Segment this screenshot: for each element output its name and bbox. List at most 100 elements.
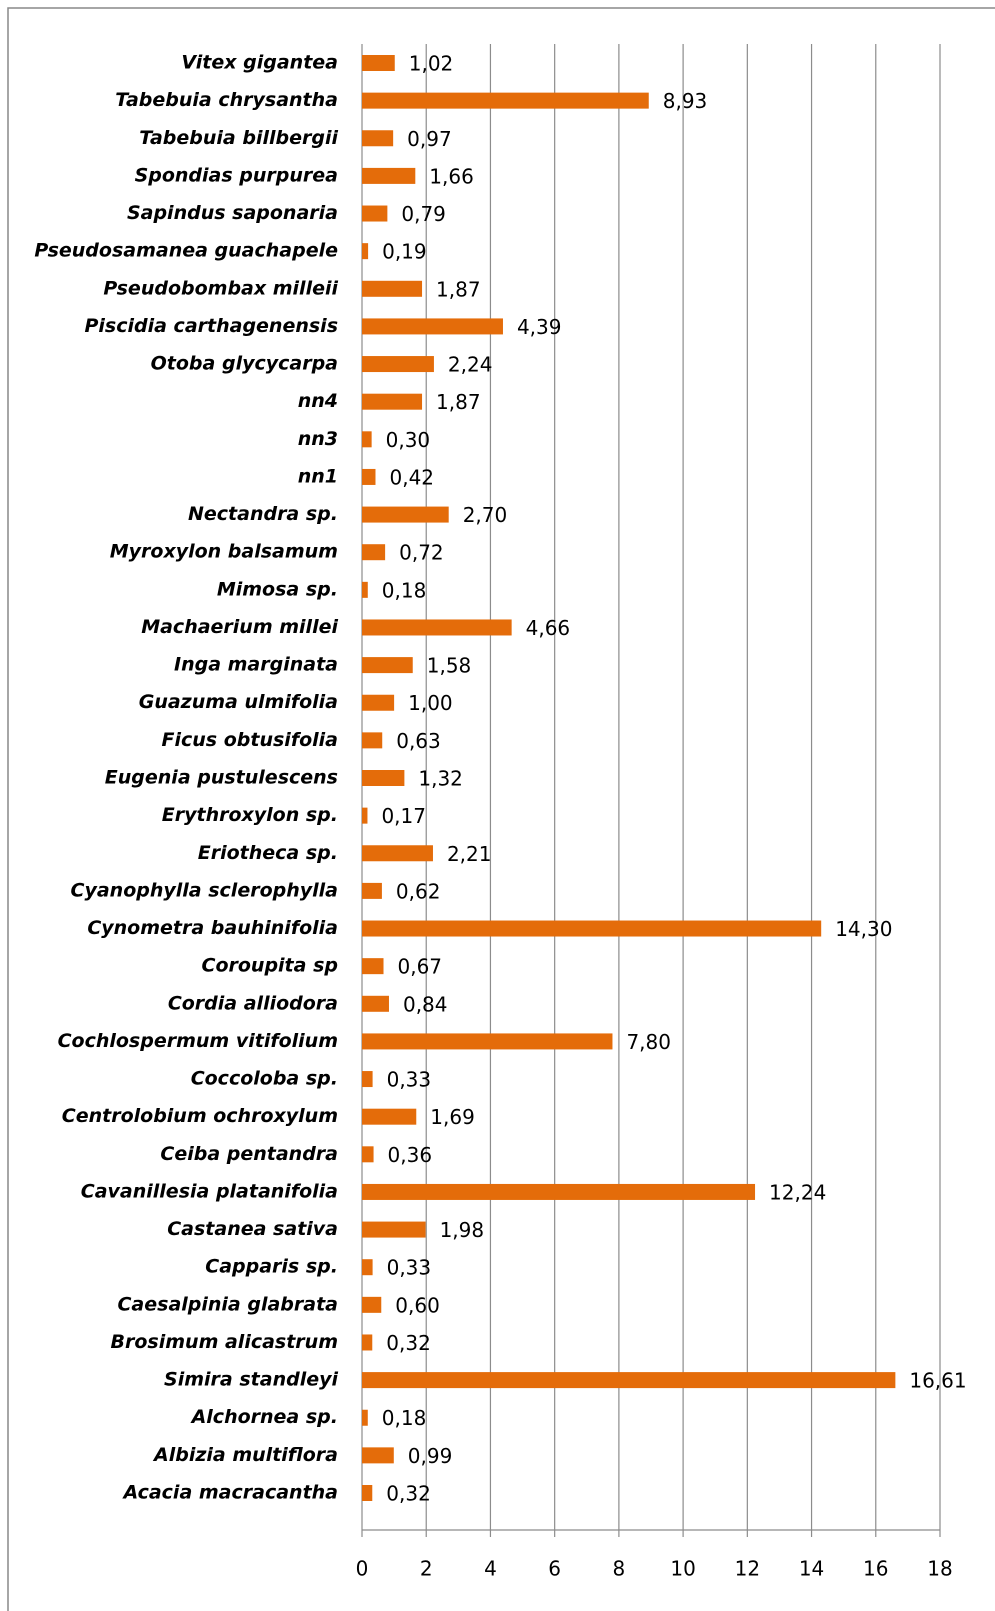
y-tick-label: Otoba glycycarpa [151, 353, 338, 375]
bar [362, 732, 383, 749]
y-tick-label: nn4 [298, 390, 338, 412]
bar [362, 356, 434, 373]
x-tick-label: 2 [420, 1557, 433, 1581]
bar [362, 1183, 756, 1200]
value-label: 7,80 [626, 1030, 671, 1054]
y-tick-label: Coroupita sp [202, 955, 339, 977]
y-tick-label: Tabebuia billbergii [139, 127, 338, 149]
value-label: 0,32 [386, 1331, 431, 1355]
value-label: 0,97 [407, 127, 452, 151]
bar [362, 55, 395, 71]
bar [362, 205, 388, 222]
x-tick-label: 0 [356, 1557, 369, 1581]
bar [362, 958, 384, 975]
value-label: 1,00 [408, 691, 453, 715]
bar [362, 431, 372, 448]
bar [362, 393, 423, 410]
y-tick-label: Cavanillesia platanifolia [81, 1180, 338, 1202]
y-tick-label: Alchornea sp. [190, 1406, 338, 1428]
value-label: 1,98 [440, 1218, 485, 1242]
y-tick-label: Cordia alliodora [168, 992, 338, 1014]
y-tick-label: Vitex gigantea [181, 52, 338, 74]
bar [362, 92, 649, 109]
value-label: 16,61 [909, 1369, 966, 1393]
value-label: 4,39 [517, 315, 562, 339]
bar [362, 770, 405, 786]
value-label: 1,02 [409, 52, 454, 76]
bar [362, 619, 512, 636]
value-label: 0,99 [408, 1444, 453, 1468]
y-tick-label: Nectandra sp. [188, 503, 338, 525]
y-tick-label: Erythroxylon sp. [162, 804, 338, 826]
y-tick-label: Ceiba pentandra [160, 1143, 338, 1165]
y-tick-label: Acacia macracantha [121, 1482, 338, 1504]
value-label: 0,60 [395, 1293, 440, 1317]
bar [362, 1485, 373, 1501]
value-label: 8,93 [663, 89, 708, 113]
value-label: 12,24 [769, 1180, 826, 1204]
bar [362, 1296, 382, 1313]
bar [362, 280, 423, 297]
bar [362, 1334, 373, 1351]
y-tick-label: nn1 [298, 465, 338, 487]
value-label: 0,63 [396, 729, 441, 753]
y-tick-label: Eriotheca sp. [198, 842, 338, 864]
bar [362, 807, 368, 824]
y-tick-label: Tabebuia chrysantha [115, 89, 338, 111]
value-label: 0,79 [401, 202, 446, 226]
y-tick-label: Capparis sp. [205, 1256, 338, 1278]
y-tick-label: Caesalpinia glabrata [117, 1293, 338, 1315]
value-label: 2,70 [463, 503, 508, 527]
x-tick-label: 8 [613, 1557, 626, 1581]
bar [362, 318, 503, 335]
chart-frame [7, 7, 995, 1611]
value-label: 0,19 [382, 240, 427, 264]
y-tick-label: Brosimum alicastrum [111, 1331, 338, 1353]
value-label: 0,72 [399, 541, 444, 565]
bar [362, 845, 433, 862]
value-label: 0,42 [389, 465, 434, 489]
y-tick-label: Cochlospermum vitifolium [58, 1030, 338, 1052]
value-label: 0,30 [386, 428, 431, 452]
value-label: 0,84 [403, 992, 448, 1016]
bar [362, 581, 368, 598]
y-tick-label: Mimosa sp. [217, 578, 338, 600]
bar [362, 882, 382, 899]
value-label: 1,69 [430, 1105, 475, 1129]
x-tick-label: 6 [548, 1557, 561, 1581]
bar [362, 544, 386, 561]
value-label: 1,32 [418, 767, 463, 791]
value-label: 0,33 [387, 1256, 432, 1280]
bar [362, 1372, 896, 1389]
bar [362, 468, 376, 485]
y-tick-label: Ficus obtusifolia [162, 729, 338, 751]
value-label: 0,32 [386, 1482, 431, 1506]
bar [362, 1146, 374, 1163]
value-label: 1,87 [436, 277, 481, 301]
y-tick-label: Pseudosamanea guachapele [34, 240, 338, 262]
value-label: 14,30 [835, 917, 892, 941]
bar [362, 920, 822, 937]
bar [362, 506, 449, 523]
value-label: 1,87 [436, 390, 481, 414]
x-tick-label: 16 [863, 1557, 888, 1581]
value-label: 2,21 [447, 842, 492, 866]
y-tick-label: Cynometra bauhinifolia [87, 917, 338, 939]
y-tick-label: Inga marginata [174, 654, 338, 676]
value-label: 0,62 [396, 879, 441, 903]
bar [362, 1071, 373, 1088]
y-tick-label: Myroxylon balsamum [110, 541, 338, 563]
x-tick-label: 18 [927, 1557, 952, 1581]
value-label: 0,67 [398, 955, 443, 979]
bar [362, 995, 389, 1012]
bar [362, 1108, 417, 1125]
value-label: 4,66 [526, 616, 571, 640]
y-tick-label: Cyanophylla sclerophylla [71, 879, 338, 901]
x-tick-label: 14 [799, 1557, 824, 1581]
value-label: 2,24 [448, 353, 493, 377]
y-tick-label: nn3 [298, 428, 338, 450]
bar [362, 1409, 368, 1426]
value-label: 1,58 [427, 654, 472, 678]
y-tick-label: Albizia multiflora [152, 1444, 338, 1466]
